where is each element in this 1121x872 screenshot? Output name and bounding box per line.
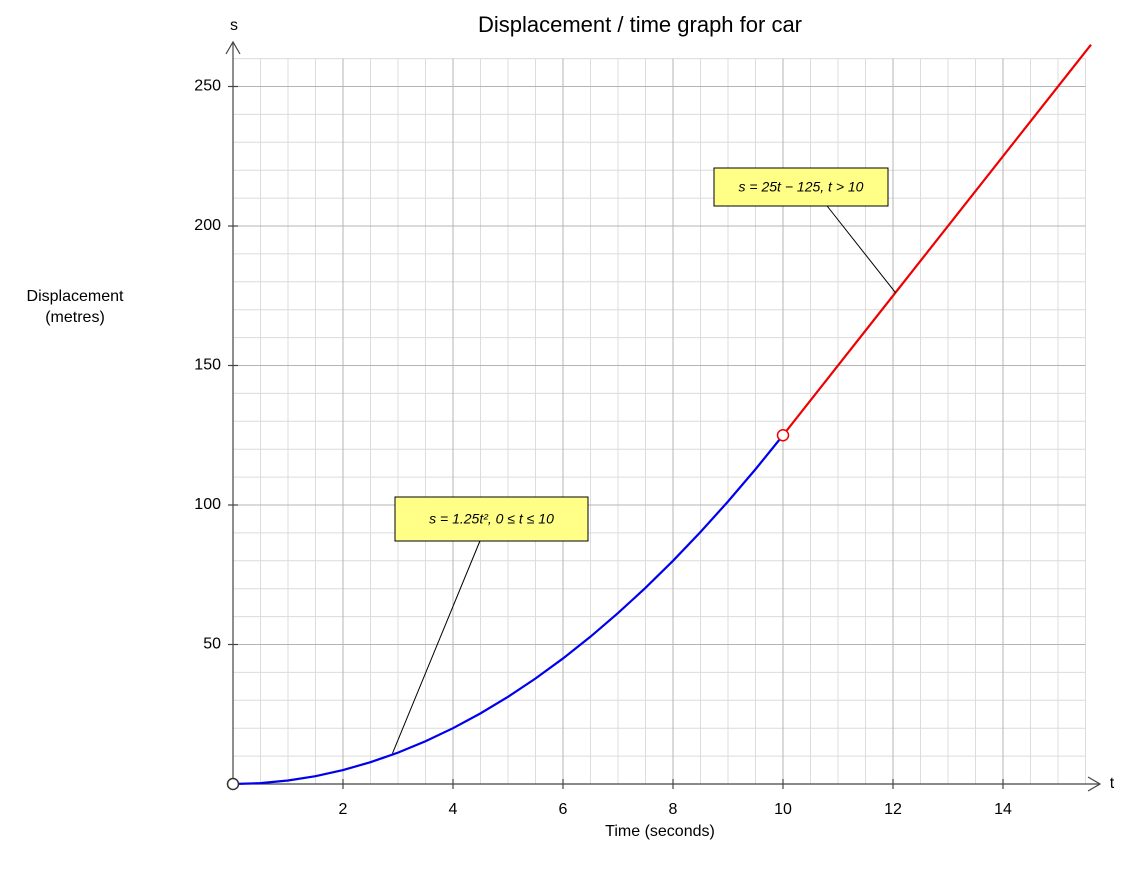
y-tick-label: 250 bbox=[194, 78, 221, 95]
line bbox=[232, 434, 784, 786]
y-tick-label: 150 bbox=[194, 357, 221, 374]
y-axis-arrow bbox=[225, 40, 241, 55]
y-tick-label: 50 bbox=[203, 636, 221, 653]
x-tick-label: 8 bbox=[669, 801, 678, 818]
annotation-text: s = 25t − 125, t > 10 bbox=[739, 179, 864, 195]
chart-title: Displacement / time graph for car bbox=[478, 12, 802, 37]
annotation-box bbox=[713, 167, 889, 207]
y-tick-label: 200 bbox=[194, 217, 221, 234]
y-axis-label: (metres) bbox=[45, 309, 105, 326]
x-tick-label: 12 bbox=[884, 801, 902, 818]
annotation-text: s = 1.25t², 0 ≤ t ≤ 10 bbox=[429, 511, 554, 527]
line bbox=[782, 43, 1092, 436]
open-point bbox=[226, 777, 240, 791]
x-axis-arrow bbox=[1087, 776, 1102, 792]
x-tick-label: 2 bbox=[339, 801, 348, 818]
y-tick-label: 100 bbox=[194, 496, 221, 513]
x-tick-label: 4 bbox=[449, 801, 458, 818]
annotation-pointer bbox=[826, 205, 897, 294]
x-axis-name: t bbox=[1110, 775, 1115, 792]
x-tick-label: 10 bbox=[774, 801, 792, 818]
x-tick-label: 6 bbox=[559, 801, 568, 818]
annotation-box bbox=[394, 496, 589, 542]
x-axis-label: Time (seconds) bbox=[605, 823, 715, 840]
y-axis-name: s bbox=[230, 17, 238, 34]
x-tick-label: 14 bbox=[994, 801, 1012, 818]
open-point bbox=[776, 429, 790, 442]
y-axis-label: Displacement bbox=[27, 288, 124, 305]
annotation-pointer bbox=[392, 540, 481, 754]
